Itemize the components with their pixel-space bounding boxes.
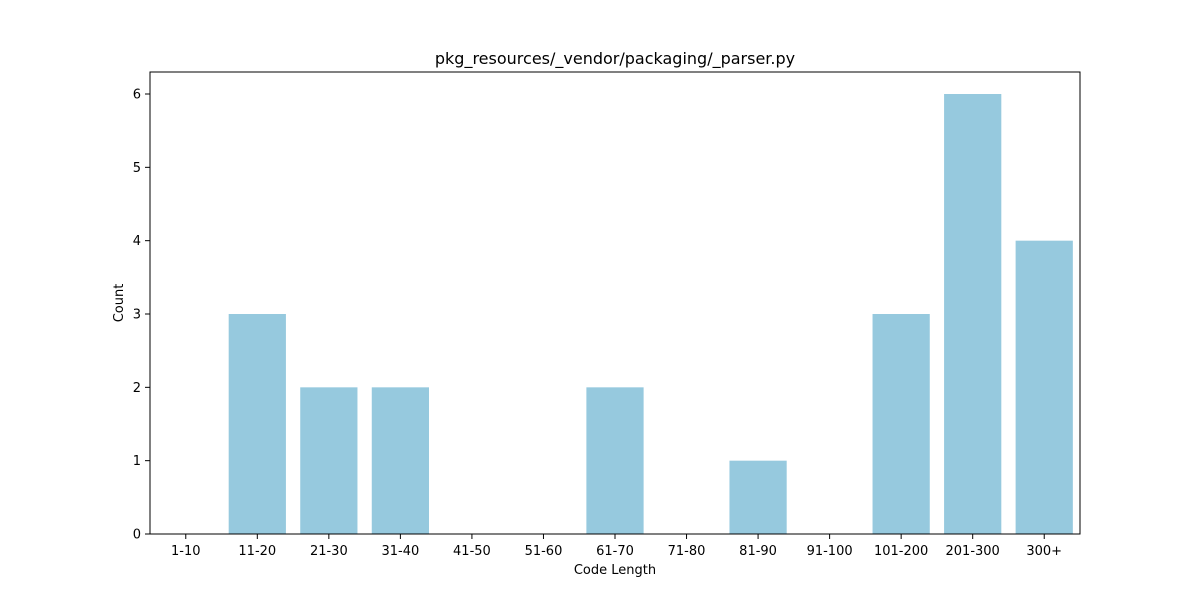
x-tick-label: 31-40 <box>381 544 419 559</box>
x-tick-label: 11-20 <box>238 544 276 559</box>
bar-81-90 <box>729 460 787 534</box>
x-tick-label: 91-100 <box>807 544 853 559</box>
y-tick-label: 6 <box>133 88 141 103</box>
y-tick-label: 2 <box>133 381 141 396</box>
chart-title: pkg_resources/_vendor/packaging/_parser.… <box>435 49 795 69</box>
x-tick-label: 1-10 <box>171 544 201 559</box>
bars-group <box>228 94 1073 534</box>
bar-21-30 <box>300 387 358 534</box>
x-tick-label: 71-80 <box>668 544 706 559</box>
y-tick-label: 1 <box>133 454 141 469</box>
y-tick-label: 3 <box>133 308 141 323</box>
x-tick-label: 81-90 <box>739 544 777 559</box>
bar-101-200 <box>872 314 930 534</box>
y-axis: 0 1 2 3 4 5 6 <box>133 88 150 543</box>
bar-201-300 <box>944 94 1002 534</box>
bar-300+ <box>1015 240 1073 534</box>
y-tick-label: 5 <box>133 161 141 176</box>
y-tick-label: 4 <box>133 234 141 249</box>
bar-61-70 <box>586 387 644 534</box>
x-tick-label: 300+ <box>1026 544 1062 559</box>
bar-31-40 <box>371 387 429 534</box>
x-tick-label: 41-50 <box>453 544 491 559</box>
y-axis-label: Count <box>112 284 127 323</box>
x-axis: 1-10 11-20 21-30 31-40 41-50 51-60 61-70 71-80 8… <box>171 534 1062 559</box>
x-tick-label: 101-200 <box>874 544 928 559</box>
y-tick-label: 0 <box>133 528 141 543</box>
x-tick-label: 21-30 <box>310 544 348 559</box>
x-tick-label: 201-300 <box>946 544 1000 559</box>
x-tick-label: 61-70 <box>596 544 634 559</box>
x-axis-label: Code Length <box>574 563 656 578</box>
x-tick-label: 51-60 <box>525 544 563 559</box>
bar-11-20 <box>228 314 286 534</box>
